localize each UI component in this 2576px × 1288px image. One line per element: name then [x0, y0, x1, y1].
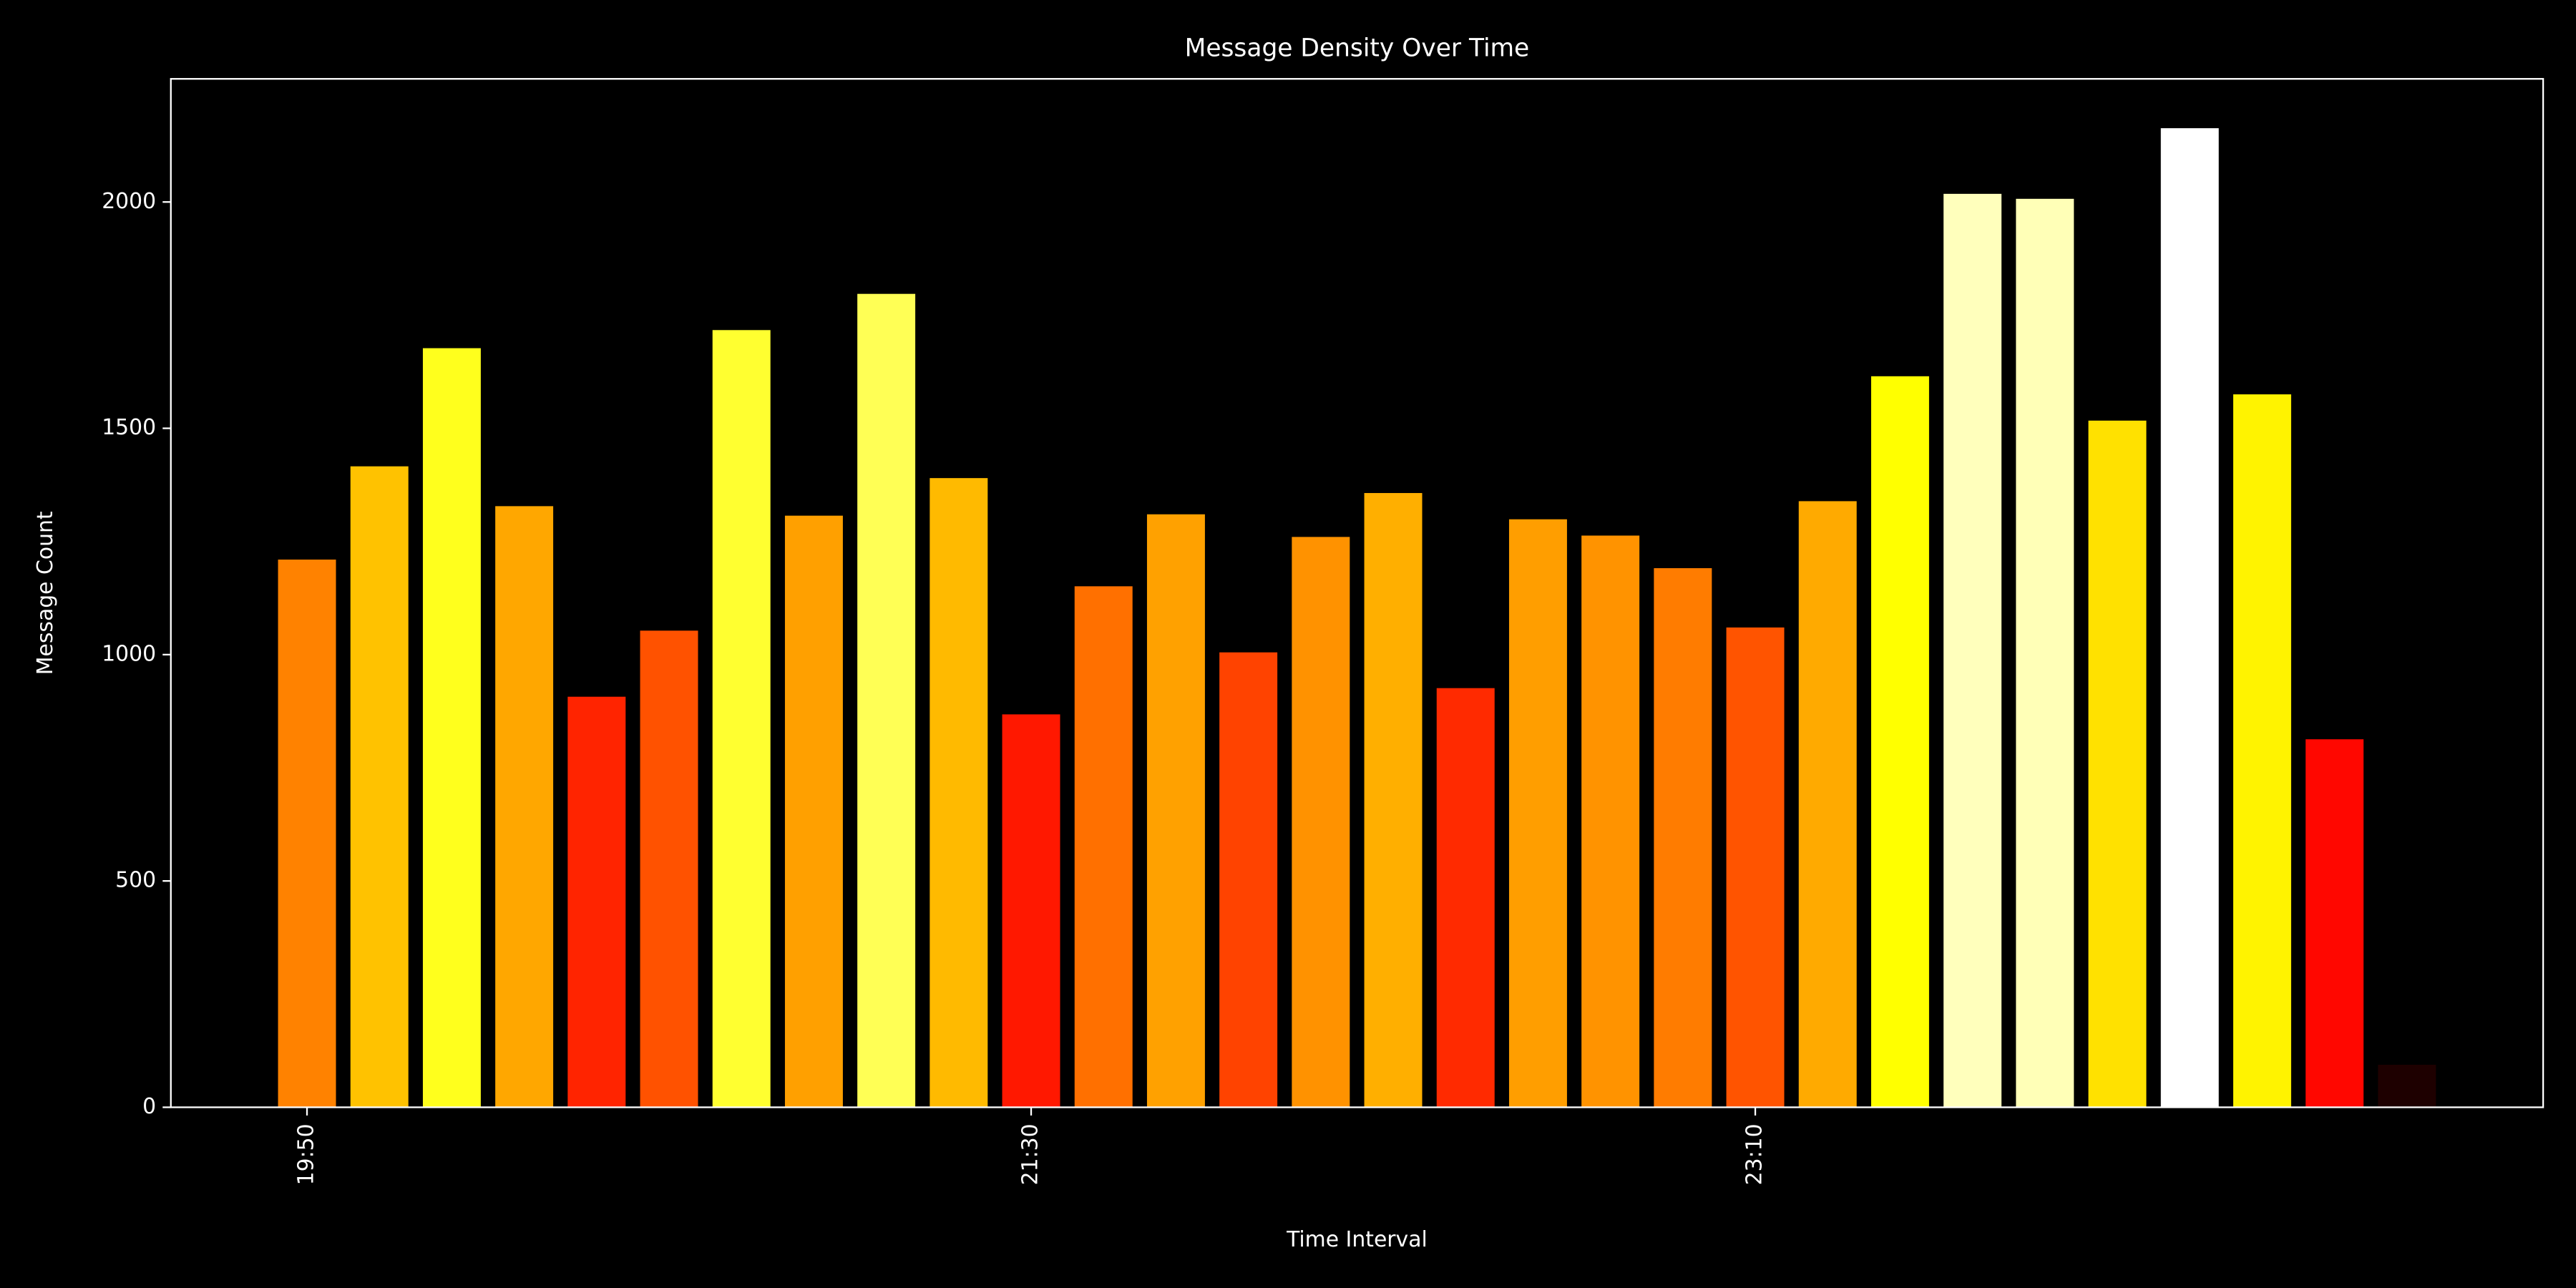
x-tick-label: 23:10 [1742, 1123, 1767, 1185]
bar [2233, 394, 2291, 1108]
x-tick-label: 19:50 [294, 1123, 319, 1185]
bar [857, 293, 916, 1108]
y-tick-label: 1000 [102, 641, 156, 666]
bar [350, 466, 409, 1108]
bar [2016, 198, 2074, 1108]
bar [422, 348, 481, 1108]
y-axis-label: Message Count [33, 511, 58, 675]
bar [1436, 688, 1495, 1108]
bar [2088, 420, 2147, 1108]
bar [2378, 1064, 2436, 1108]
bar [278, 560, 336, 1108]
y-tick-label: 0 [142, 1094, 156, 1119]
bar [1870, 376, 1929, 1108]
bar [712, 330, 771, 1108]
bar [640, 630, 698, 1108]
bar [2160, 128, 2219, 1108]
x-axis-label: Time Interval [1286, 1227, 1428, 1252]
bar [1798, 501, 1857, 1108]
bar [495, 506, 554, 1108]
bar [1002, 714, 1060, 1108]
bar [1146, 514, 1205, 1108]
y-tick-label: 1500 [102, 415, 156, 440]
bar [567, 696, 626, 1108]
y-tick-label: 500 [115, 868, 156, 893]
bar [1074, 586, 1133, 1108]
bar [1943, 193, 2002, 1108]
bar [1292, 537, 1350, 1108]
bar [930, 478, 988, 1108]
y-tick-label: 2000 [102, 189, 156, 214]
bar [1726, 627, 1785, 1108]
plot-frame [170, 78, 2545, 1108]
bar [784, 515, 843, 1108]
bar [1364, 493, 1423, 1108]
bar [1581, 535, 1640, 1108]
bar [1654, 568, 1712, 1108]
bar [1219, 652, 1278, 1108]
chart-title: Message Density Over Time [1185, 34, 1530, 62]
x-tick-label: 21:30 [1018, 1123, 1043, 1185]
bar [2306, 739, 2364, 1108]
bar [1508, 519, 1567, 1108]
